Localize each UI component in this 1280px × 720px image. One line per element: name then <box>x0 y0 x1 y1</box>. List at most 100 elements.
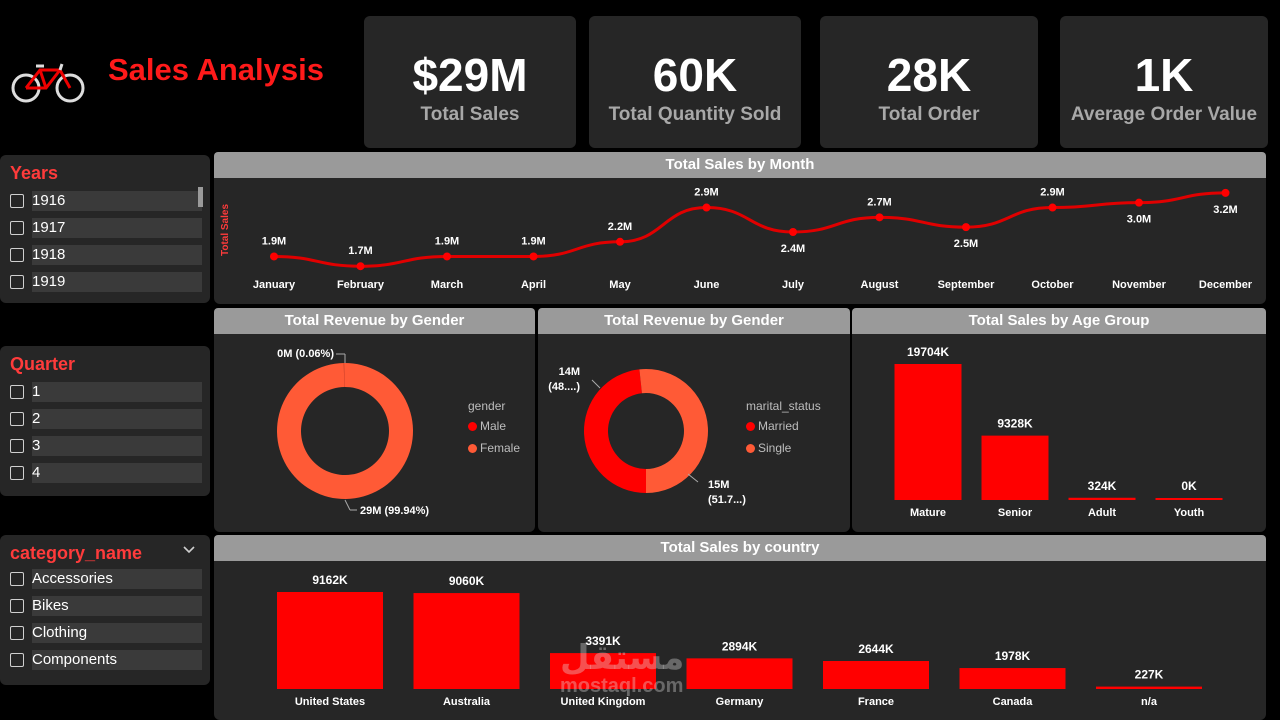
checkbox-icon[interactable] <box>10 626 24 640</box>
bar[interactable] <box>686 658 793 689</box>
data-label: 2644K <box>858 642 894 656</box>
checkbox-icon[interactable] <box>10 275 24 289</box>
checkbox-icon[interactable] <box>10 599 24 613</box>
chart-title: Total Sales by Month <box>214 152 1266 178</box>
slicer-item-label: Clothing <box>32 623 202 643</box>
data-point[interactable] <box>356 262 365 271</box>
kpi-average-order-value: 1K Average Order Value <box>1060 16 1268 148</box>
checkbox-icon[interactable] <box>10 572 24 586</box>
watermark: مستقل mostaql.com <box>560 640 684 696</box>
slice-married[interactable] <box>584 369 646 493</box>
data-label: 3.2M <box>1213 204 1237 216</box>
bar[interactable] <box>823 661 929 689</box>
checkbox-icon[interactable] <box>10 653 24 667</box>
checkbox-icon[interactable] <box>10 221 24 235</box>
bar[interactable] <box>894 364 962 500</box>
kpi-total-sales: $29M Total Sales <box>364 16 576 148</box>
data-label: 1.9M <box>521 235 545 247</box>
slicer-title: category_name <box>10 543 143 563</box>
bar[interactable] <box>1068 497 1136 500</box>
slicer-item-1916[interactable]: 1916 <box>8 191 202 211</box>
bar[interactable] <box>1096 686 1202 689</box>
category-slicer: category_name Accessories Bikes Clothing… <box>0 535 210 685</box>
chevron-down-icon[interactable] <box>182 545 196 555</box>
marital-donut: 14M (48....) 15M (51.7...) <box>548 366 746 506</box>
checkbox-icon[interactable] <box>10 248 24 262</box>
checkbox-icon[interactable] <box>10 412 24 426</box>
legend-label: Single <box>758 441 792 455</box>
legend-item-male[interactable]: Male <box>468 419 520 433</box>
data-point[interactable] <box>875 213 884 222</box>
slicer-item-label: Bikes <box>32 596 202 616</box>
slicer-item-label: 1916 <box>32 191 202 211</box>
slicer-item-label: 1918 <box>32 245 202 265</box>
watermark-latin: mostaql.com <box>560 675 684 697</box>
data-point[interactable] <box>616 237 624 246</box>
legend-dot <box>746 444 755 453</box>
slicer-item-1919[interactable]: 1919 <box>8 272 202 292</box>
slicer-scrollbar[interactable] <box>198 187 203 207</box>
checkbox-icon[interactable] <box>10 439 24 453</box>
legend-item-married[interactable]: Married <box>746 419 821 433</box>
kpi-value: 28K <box>886 49 972 101</box>
checkbox-icon[interactable] <box>10 385 24 399</box>
bar[interactable] <box>1155 498 1223 500</box>
slicer-item-1917[interactable]: 1917 <box>8 218 202 238</box>
slicer-item-q4[interactable]: 4 <box>8 463 202 483</box>
x-tick-label: March <box>431 279 464 291</box>
revenue-by-marital-status-chart: Total Revenue by Gender 14M (48....) 15M (5… <box>538 308 850 532</box>
data-point[interactable] <box>962 223 970 232</box>
slicer-item-bikes[interactable]: Bikes <box>8 596 202 616</box>
data-label: 9162K <box>312 573 348 587</box>
checkbox-icon[interactable] <box>10 466 24 480</box>
x-tick-label: January <box>253 279 296 291</box>
sales-by-month-chart: Total Sales by Month Total Sales 1.9M Janu… <box>214 152 1266 304</box>
data-label: 1.7M <box>348 245 372 257</box>
country-bar-plot: 9162K United States 9060K Australia 3391K Uni… <box>277 573 1202 708</box>
data-point[interactable] <box>789 228 797 236</box>
data-label: 3.0M <box>1127 214 1151 226</box>
slicer-item-label: Components <box>32 650 202 670</box>
bar[interactable] <box>277 592 383 689</box>
slicer-item-1918[interactable]: 1918 <box>8 245 202 265</box>
slicer-item-clothing[interactable]: Clothing <box>8 623 202 643</box>
x-tick-label: May <box>609 279 631 291</box>
data-point[interactable] <box>702 203 711 212</box>
legend-dot <box>468 422 477 431</box>
bar[interactable] <box>959 668 1066 689</box>
slice-label: 14M <box>559 366 580 378</box>
slice-single[interactable] <box>639 369 708 493</box>
leader-line <box>687 473 699 483</box>
data-point[interactable] <box>443 252 451 261</box>
slicer-item-q2[interactable]: 2 <box>8 409 202 429</box>
bar[interactable] <box>550 653 656 689</box>
y-axis-label: Total Sales <box>220 204 231 256</box>
slicer-item-q1[interactable]: 1 <box>8 382 202 402</box>
x-tick-label: August <box>861 279 899 291</box>
legend-title: marital_status <box>746 399 821 413</box>
bar[interactable] <box>981 435 1049 500</box>
data-point[interactable] <box>529 252 538 261</box>
slicer-item-label: 1919 <box>32 272 202 292</box>
quarter-slicer: Quarter 1 2 3 4 <box>0 346 210 496</box>
slice-female[interactable] <box>276 363 413 500</box>
series-line <box>273 191 1226 268</box>
data-point[interactable] <box>1048 203 1057 212</box>
slice-label: 0M (0.06%) <box>277 348 334 360</box>
slicer-item-components[interactable]: Components <box>8 650 202 670</box>
legend-item-female[interactable]: Female <box>468 441 520 455</box>
data-label: 2.5M <box>954 238 978 250</box>
slice-male[interactable] <box>343 363 345 388</box>
data-label: 1.9M <box>435 235 459 247</box>
slicer-item-q3[interactable]: 3 <box>8 436 202 456</box>
bar[interactable] <box>413 593 520 689</box>
x-tick-label: July <box>782 279 805 291</box>
data-point[interactable] <box>270 252 278 261</box>
data-point[interactable] <box>1135 198 1143 207</box>
slicer-item-accessories[interactable]: Accessories <box>8 569 202 589</box>
x-tick-label: June <box>694 279 720 291</box>
checkbox-icon[interactable] <box>10 194 24 208</box>
legend-item-single[interactable]: Single <box>746 441 821 455</box>
legend-label: Male <box>480 419 507 433</box>
data-point[interactable] <box>1221 188 1230 197</box>
